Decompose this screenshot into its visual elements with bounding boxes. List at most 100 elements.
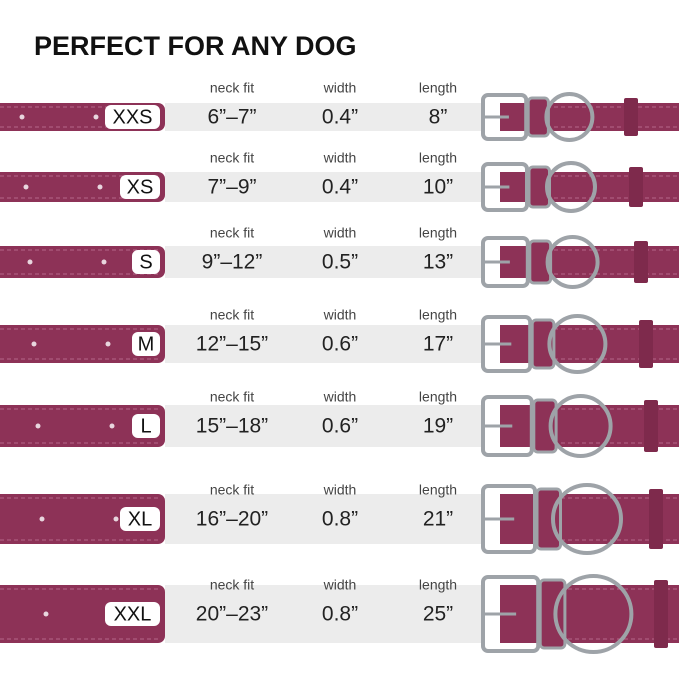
hole [101, 259, 107, 265]
column-value: 19” [423, 415, 453, 438]
d-ring [545, 161, 597, 213]
hole [27, 259, 33, 265]
strap-loop [654, 580, 668, 648]
column-label: width [323, 307, 357, 323]
size-label: S [139, 251, 152, 273]
hole [35, 423, 41, 429]
hole [105, 341, 111, 347]
collar-strap [0, 325, 165, 363]
hole [19, 114, 25, 120]
column-label: length [419, 482, 457, 498]
column-value: 16”–20” [196, 508, 268, 531]
column-label: length [419, 307, 457, 323]
keeper [532, 398, 558, 454]
hole [31, 341, 37, 347]
strap-loop [639, 320, 653, 368]
hole [43, 611, 49, 617]
column-value: 12”–15” [196, 333, 268, 356]
d-ring [544, 92, 595, 142]
strap-loop [629, 167, 643, 207]
d-ring [553, 574, 634, 654]
title: PERFECT FOR ANY DOG [34, 31, 357, 61]
size-badge [132, 414, 160, 438]
column-value: 0.4” [322, 106, 358, 129]
hole [113, 516, 119, 522]
column-value: 20”–23” [196, 603, 268, 626]
column-value: 0.8” [322, 603, 358, 626]
d-ring [545, 235, 600, 289]
size-label: L [140, 415, 151, 437]
column-label: neck fit [210, 307, 254, 323]
column-value: 15”–18” [196, 415, 268, 438]
column-label: neck fit [210, 389, 254, 405]
row-band [165, 325, 485, 363]
column-label: length [419, 80, 457, 96]
column-value: 25” [423, 603, 453, 626]
collar-strap [500, 585, 679, 643]
strap-loop [644, 400, 658, 452]
column-value: 0.6” [322, 333, 358, 356]
hole [97, 184, 103, 190]
column-label: width [323, 482, 357, 498]
column-label: length [419, 389, 457, 405]
column-value: 0.6” [322, 415, 358, 438]
size-badge [132, 250, 160, 274]
hole [93, 114, 99, 120]
row-band [165, 172, 485, 202]
keeper [527, 165, 551, 209]
size-label: XL [128, 508, 152, 530]
column-value: 0.8” [322, 508, 358, 531]
column-label: width [323, 577, 357, 593]
size-badge [105, 602, 160, 626]
strap-loop [624, 98, 638, 136]
collar-strap [0, 246, 165, 278]
size-badge [120, 507, 160, 531]
size-label: M [138, 333, 155, 355]
column-value: 17” [423, 333, 453, 356]
row-band [165, 494, 485, 544]
hole [39, 516, 45, 522]
column-value: 8” [429, 106, 448, 129]
size-label: XXL [114, 603, 152, 625]
column-label: neck fit [210, 482, 254, 498]
column-value: 9”–12” [202, 251, 263, 274]
keeper [528, 239, 553, 285]
column-value: 6”–7” [207, 106, 256, 129]
size-badge [105, 105, 160, 129]
collar-strap [0, 585, 165, 643]
size-badge [132, 332, 160, 356]
column-label: neck fit [210, 80, 254, 96]
column-value: 7”–9” [207, 176, 256, 199]
column-label: width [323, 389, 357, 405]
size-badge [120, 175, 160, 199]
size-label: XXS [112, 106, 152, 128]
column-label: width [323, 80, 357, 96]
row-band [165, 585, 485, 643]
column-value: 21” [423, 508, 453, 531]
column-label: width [323, 150, 357, 166]
row-band [165, 405, 485, 447]
column-label: neck fit [210, 225, 254, 241]
column-value: 0.4” [322, 176, 358, 199]
hole [109, 423, 115, 429]
strap-loop [649, 489, 663, 549]
column-label: length [419, 150, 457, 166]
column-label: length [419, 577, 457, 593]
row-band [165, 103, 485, 131]
column-label: neck fit [210, 150, 254, 166]
column-value: 13” [423, 251, 453, 274]
d-ring [548, 394, 613, 458]
column-label: length [419, 225, 457, 241]
hole [23, 184, 29, 190]
keeper [538, 578, 567, 650]
d-ring [547, 314, 608, 374]
size-label: XS [127, 176, 154, 198]
strap-loop [634, 241, 648, 283]
row-band [165, 246, 485, 278]
keeper [535, 487, 562, 551]
column-label: neck fit [210, 577, 254, 593]
keeper [530, 318, 556, 370]
d-ring [551, 483, 623, 555]
column-label: width [323, 225, 357, 241]
